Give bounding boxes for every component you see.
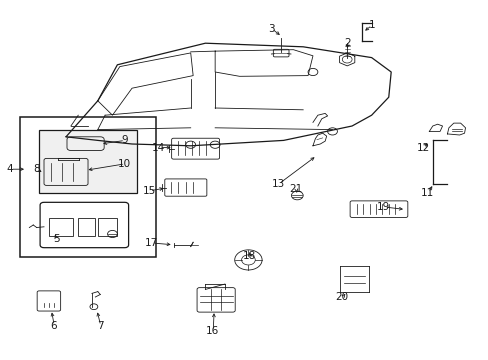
Text: 16: 16 xyxy=(205,326,219,336)
Text: 3: 3 xyxy=(267,24,274,34)
Text: 14: 14 xyxy=(152,143,165,153)
Text: 12: 12 xyxy=(415,143,429,153)
Text: 5: 5 xyxy=(53,234,60,244)
Text: 19: 19 xyxy=(376,202,390,212)
Text: 21: 21 xyxy=(288,184,302,194)
Text: 8: 8 xyxy=(33,164,40,174)
Text: 2: 2 xyxy=(343,38,350,48)
Text: 6: 6 xyxy=(50,321,57,331)
Text: 7: 7 xyxy=(97,321,103,331)
Text: 15: 15 xyxy=(142,186,156,196)
Bar xyxy=(49,218,73,236)
Text: 11: 11 xyxy=(420,188,434,198)
Bar xyxy=(78,218,95,236)
Text: 20: 20 xyxy=(335,292,348,302)
Bar xyxy=(39,130,137,193)
Bar xyxy=(20,117,156,257)
Text: 18: 18 xyxy=(242,251,256,261)
Text: 10: 10 xyxy=(118,159,131,169)
Text: 1: 1 xyxy=(367,20,374,30)
Bar xyxy=(98,218,117,236)
Text: 13: 13 xyxy=(271,179,285,189)
Text: 9: 9 xyxy=(121,135,128,145)
Text: 17: 17 xyxy=(144,238,158,248)
Text: 4: 4 xyxy=(6,164,13,174)
